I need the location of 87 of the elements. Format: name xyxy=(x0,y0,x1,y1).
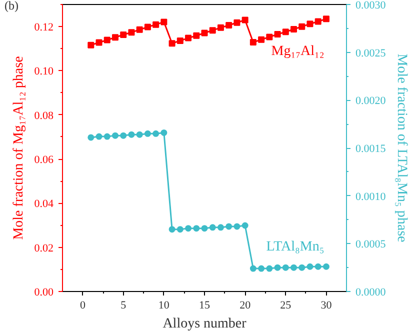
text: (b) xyxy=(4,0,18,12)
point xyxy=(136,131,143,138)
y2-tick-label: 0.0015 xyxy=(356,143,386,155)
point xyxy=(168,40,176,47)
point xyxy=(88,134,94,141)
point xyxy=(96,133,102,140)
y-axis-title: Mole fraction of Mg₁₇Al₁₂ phase xyxy=(11,56,26,240)
point xyxy=(258,265,265,272)
point xyxy=(112,132,118,139)
point xyxy=(314,18,322,25)
series-label: LTAl₈Mn₅ xyxy=(266,240,324,255)
x-tick-label: 5 xyxy=(120,300,127,312)
y2-tick-label: 0.0000 xyxy=(356,286,386,298)
point xyxy=(274,31,281,38)
point xyxy=(274,264,281,271)
point xyxy=(226,223,232,230)
point xyxy=(88,42,94,48)
y-tick-label: 0.12 xyxy=(34,22,54,34)
point xyxy=(144,24,151,30)
point xyxy=(152,130,160,137)
y2-tick-label: 0.0025 xyxy=(356,47,386,60)
y2-tick-label: 0.0030 xyxy=(356,0,386,12)
point xyxy=(185,225,192,232)
point xyxy=(152,21,160,28)
point xyxy=(290,26,298,32)
point xyxy=(160,18,168,26)
point xyxy=(120,132,127,139)
x-tick-label: 15 xyxy=(199,300,210,312)
point xyxy=(128,29,135,36)
point xyxy=(193,225,200,232)
y-tick-label: 0.08 xyxy=(34,110,54,122)
point xyxy=(144,130,151,137)
point xyxy=(234,223,240,230)
point xyxy=(242,16,248,24)
point xyxy=(136,26,143,33)
y-tick-label: 0.04 xyxy=(34,198,54,210)
point xyxy=(250,39,256,46)
point xyxy=(298,23,306,30)
y-tick-label: 0.00 xyxy=(34,286,54,298)
x-tick-label: 10 xyxy=(158,300,170,312)
point xyxy=(128,131,135,138)
point xyxy=(250,265,256,272)
y2-tick-label: 0.0020 xyxy=(356,95,386,108)
point xyxy=(258,36,265,43)
point xyxy=(209,27,216,34)
point xyxy=(266,265,273,272)
point xyxy=(160,129,168,136)
y-tick-label: 0.10 xyxy=(34,66,54,78)
point xyxy=(322,16,330,22)
point xyxy=(298,264,306,271)
point xyxy=(306,20,314,28)
point xyxy=(217,224,224,231)
point xyxy=(266,34,273,40)
point xyxy=(226,22,232,28)
point xyxy=(314,263,322,270)
point xyxy=(168,226,176,233)
point xyxy=(282,28,289,36)
point xyxy=(234,19,240,26)
point xyxy=(209,224,216,231)
point xyxy=(104,133,110,140)
x-axis-title: Alloys number xyxy=(162,316,247,332)
y-tick-label: 0.06 xyxy=(34,154,54,166)
point xyxy=(306,263,314,270)
point xyxy=(217,24,224,31)
y2-tick-label: 0.0005 xyxy=(356,238,386,251)
point xyxy=(290,264,298,271)
y2-tick-label: 0.0010 xyxy=(356,190,386,203)
y2-axis-title: Mole fraction of LTAl₈Mn₅ phase xyxy=(394,54,409,242)
series-label: Mg₁₇Al₁₂ xyxy=(271,44,324,59)
x-tick-label: 25 xyxy=(280,300,292,312)
point xyxy=(104,36,110,44)
point xyxy=(120,31,127,38)
point xyxy=(185,34,192,42)
point xyxy=(176,226,184,233)
x-tick-label: 30 xyxy=(320,300,332,312)
point xyxy=(282,264,289,271)
point xyxy=(96,39,102,46)
x-tick-label: 0 xyxy=(80,300,86,312)
point xyxy=(193,32,200,39)
x-tick-label: 20 xyxy=(240,300,252,312)
point xyxy=(176,37,184,44)
point xyxy=(242,222,248,229)
point xyxy=(201,30,208,36)
point xyxy=(322,263,330,270)
point xyxy=(112,34,118,41)
point xyxy=(201,225,208,232)
y-tick-label: 0.02 xyxy=(34,242,54,254)
